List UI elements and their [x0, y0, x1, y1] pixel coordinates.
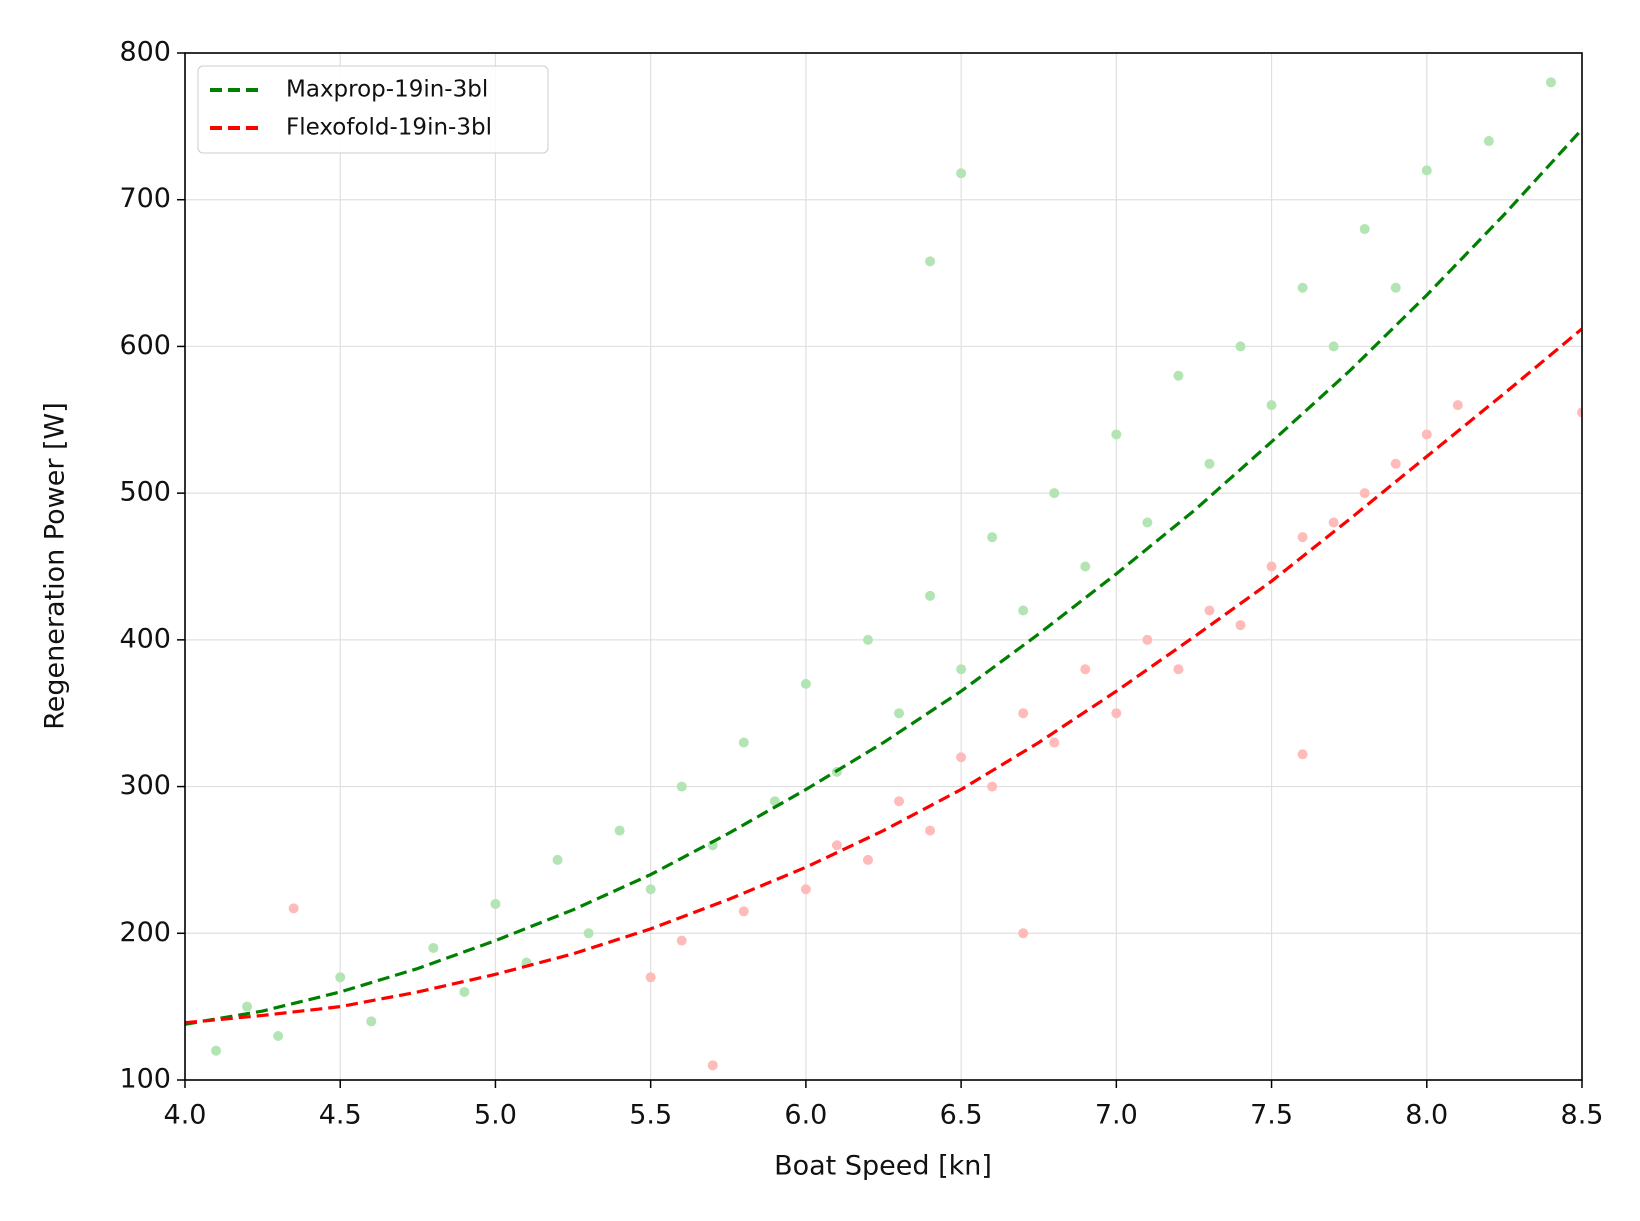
scatter-point [707, 1060, 718, 1071]
scatter-point [490, 898, 501, 909]
scatter-point [862, 634, 873, 645]
scatter-point [925, 825, 936, 836]
y-tick-label: 600 [119, 330, 171, 361]
y-tick-label: 400 [119, 623, 171, 654]
scatter-point [769, 796, 780, 807]
scatter-point [831, 840, 842, 851]
scatter-point [800, 678, 811, 689]
scatter-point [1235, 620, 1246, 631]
scatter-point [1173, 664, 1184, 675]
scatter-point [1483, 136, 1494, 147]
scatter-point [894, 708, 905, 719]
legend-label: Maxprop-19in-3bl [286, 77, 488, 103]
scatter-point [1452, 400, 1463, 411]
y-tick-label: 100 [119, 1064, 171, 1095]
y-tick-label: 300 [119, 770, 171, 801]
scatter-point [211, 1045, 222, 1056]
scatter-point [956, 168, 967, 179]
scatter-point [1421, 165, 1432, 176]
scatter-point [1204, 605, 1215, 616]
scatter-point [1297, 532, 1308, 543]
scatter-point [1328, 517, 1339, 528]
scatter-point [459, 986, 470, 997]
fit-line [185, 327, 1582, 1025]
scatter-point [862, 854, 873, 865]
scatter-point [1328, 341, 1339, 352]
x-tick-label: 7.0 [1095, 1100, 1138, 1131]
scatter-point [676, 781, 687, 792]
fit-line [185, 128, 1582, 1026]
scatter-point [552, 854, 563, 865]
scatter-point [366, 1016, 377, 1027]
y-tick-label: 700 [119, 183, 171, 214]
scatter-point [956, 664, 967, 675]
scatter-point [956, 752, 967, 763]
scatter-point [1266, 400, 1277, 411]
scatter-point [925, 256, 936, 267]
x-tick-label: 5.0 [474, 1100, 517, 1131]
scatter-point [428, 942, 439, 953]
x-axis-label: Boat Speed [kn] [774, 1151, 992, 1182]
scatter-point [288, 903, 299, 914]
scatter-point [335, 972, 346, 983]
legend-box [197, 65, 549, 154]
scatter-point [1266, 561, 1277, 572]
scatter-point [1049, 488, 1060, 499]
scatter-point [1297, 282, 1308, 293]
plot [185, 77, 1582, 1071]
scatter-point [1359, 488, 1370, 499]
scatter-point [1142, 634, 1153, 645]
x-tick-label: 4.0 [164, 1100, 207, 1131]
scatter-point [242, 1001, 253, 1012]
x-tick-label: 7.5 [1250, 1100, 1293, 1131]
x-tick-label: 6.0 [784, 1100, 827, 1131]
x-tick-label: 8.5 [1561, 1100, 1604, 1131]
y-tick-label: 800 [119, 37, 171, 68]
scatter-point [1111, 429, 1122, 440]
scatter-point [800, 884, 811, 895]
scatter-point [1018, 708, 1029, 719]
scatter-point [1359, 224, 1370, 235]
y-tick-label: 500 [119, 477, 171, 508]
scatter-point [1173, 370, 1184, 381]
x-tick-label: 5.5 [629, 1100, 672, 1131]
scatter-point [273, 1030, 284, 1041]
scatter-point [1545, 77, 1556, 88]
x-tick-label: 4.5 [319, 1100, 362, 1131]
y-axis-label: Regeneration Power [W] [40, 402, 71, 730]
scatter-point [1235, 341, 1246, 352]
scatter-point [1577, 407, 1582, 418]
scatter-point [1080, 561, 1091, 572]
scatter-point [1421, 429, 1432, 440]
scatter-point [1142, 517, 1153, 528]
scatter-point [645, 972, 656, 983]
scatter-point [894, 796, 905, 807]
x-tick-label: 6.5 [940, 1100, 983, 1131]
scatter-point [676, 935, 687, 946]
y-tick-label: 200 [119, 917, 171, 948]
scatter-point [925, 590, 936, 601]
scatter-point [1297, 749, 1308, 760]
scatter-point [1390, 282, 1401, 293]
scatter-point [987, 781, 998, 792]
scatter-point [987, 532, 998, 543]
x-tick-label: 8.0 [1405, 1100, 1448, 1131]
scatter-point [1049, 737, 1060, 748]
scatter-point [738, 906, 749, 917]
scatter-point [1390, 458, 1401, 469]
scatter-point [583, 928, 594, 939]
plot-frame [184, 52, 1583, 1081]
legend-label: Flexofold-19in-3bl [286, 115, 492, 141]
scatter-point [738, 737, 749, 748]
scatter-point [1018, 605, 1029, 616]
scatter-point [1080, 664, 1091, 675]
scatter-point [1204, 458, 1215, 469]
scatter-point [1111, 708, 1122, 719]
scatter-point [645, 884, 656, 895]
scatter-point [1018, 928, 1029, 939]
scatter-point [614, 825, 625, 836]
